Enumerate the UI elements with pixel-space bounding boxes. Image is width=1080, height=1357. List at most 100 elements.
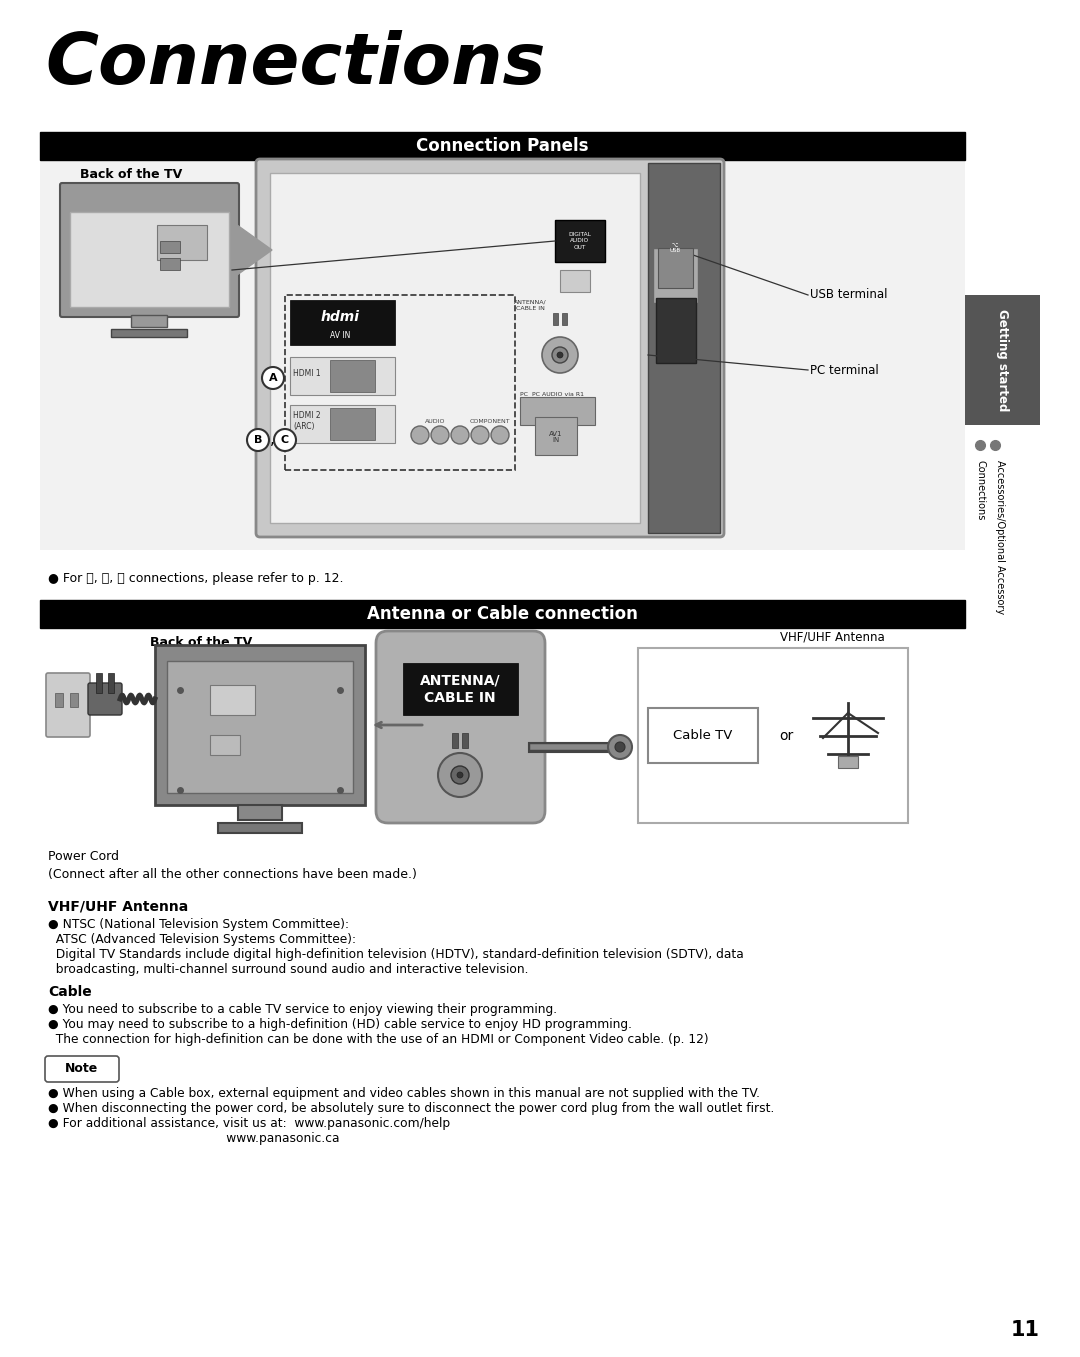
Text: ● You need to subscribe to a cable TV service to enjoy viewing their programming: ● You need to subscribe to a cable TV se… — [48, 1003, 557, 1016]
Text: 11: 11 — [1011, 1320, 1039, 1339]
Bar — [291, 300, 395, 345]
Text: ● When using a Cable box, external equipment and video cables shown in this manu: ● When using a Cable box, external equip… — [48, 1087, 760, 1101]
Text: Cable: Cable — [48, 985, 92, 999]
Bar — [838, 756, 858, 768]
Text: Cable TV: Cable TV — [673, 729, 732, 742]
Bar — [535, 417, 577, 455]
Text: Digital TV Standards include digital high-definition television (HDTV), standard: Digital TV Standards include digital hig… — [48, 949, 744, 961]
Bar — [555, 220, 605, 262]
Text: PC terminal: PC terminal — [810, 364, 879, 376]
Bar — [519, 398, 595, 425]
Bar — [210, 685, 255, 715]
Bar — [111, 328, 187, 337]
Text: Antenna or Cable connection: Antenna or Cable connection — [366, 605, 637, 623]
Bar — [291, 357, 395, 395]
Text: USB terminal: USB terminal — [810, 289, 888, 301]
Bar — [658, 248, 693, 288]
Bar — [156, 645, 365, 805]
FancyBboxPatch shape — [60, 183, 239, 318]
Bar — [160, 258, 180, 270]
Circle shape — [438, 753, 482, 797]
Bar — [40, 600, 966, 628]
Bar — [330, 360, 375, 392]
Text: Power Cord
(Connect after all the other connections have been made.): Power Cord (Connect after all the other … — [48, 849, 417, 881]
Circle shape — [471, 426, 489, 444]
Text: hdmi: hdmi — [321, 309, 360, 324]
Text: Back of the TV: Back of the TV — [150, 636, 253, 649]
Bar — [648, 163, 720, 533]
Circle shape — [451, 426, 469, 444]
Bar — [40, 132, 966, 160]
Text: ANTENNA/
CABLE IN: ANTENNA/ CABLE IN — [420, 673, 500, 704]
Bar — [285, 294, 515, 470]
Polygon shape — [237, 225, 272, 275]
Text: Note: Note — [66, 1063, 98, 1076]
Text: B: B — [254, 436, 262, 445]
FancyBboxPatch shape — [46, 673, 90, 737]
Text: ● For Ⓐ, Ⓑ, Ⓒ connections, please refer to p. 12.: ● For Ⓐ, Ⓑ, Ⓒ connections, please refer … — [48, 573, 343, 585]
Text: AUDIO: AUDIO — [424, 419, 445, 423]
Text: Accessories/Optional Accessory: Accessories/Optional Accessory — [995, 460, 1005, 615]
Text: broadcasting, multi-channel surround sound audio and interactive television.: broadcasting, multi-channel surround sou… — [48, 963, 528, 976]
Text: ANTENNA/
CABLE IN: ANTENNA/ CABLE IN — [514, 300, 546, 311]
Circle shape — [247, 429, 269, 451]
Circle shape — [542, 337, 578, 373]
Circle shape — [491, 426, 509, 444]
Circle shape — [431, 426, 449, 444]
Bar — [108, 673, 114, 693]
Text: DIGITAL
AUDIO
OUT: DIGITAL AUDIO OUT — [568, 232, 592, 250]
Text: Connection Panels: Connection Panels — [416, 137, 589, 155]
Bar — [157, 225, 207, 261]
Bar — [653, 248, 698, 303]
Circle shape — [457, 772, 463, 778]
Bar — [966, 294, 1040, 425]
Text: VHF/UHF Antenna: VHF/UHF Antenna — [48, 900, 188, 915]
Text: ⌥
USB: ⌥ USB — [670, 243, 680, 254]
Bar — [561, 270, 590, 292]
Circle shape — [608, 735, 632, 759]
Bar — [291, 404, 395, 442]
Text: Getting started: Getting started — [996, 309, 1009, 411]
Bar — [270, 172, 640, 522]
Text: ● For additional assistance, visit us at:  www.panasonic.com/help: ● For additional assistance, visit us at… — [48, 1117, 450, 1130]
Text: Connections: Connections — [45, 30, 545, 99]
Text: www.panasonic.ca: www.panasonic.ca — [48, 1132, 339, 1145]
Bar — [562, 313, 567, 324]
Bar — [656, 299, 696, 364]
Text: AV1
IN: AV1 IN — [550, 430, 563, 444]
Bar — [210, 735, 240, 754]
Text: PC  PC AUDIO via R1: PC PC AUDIO via R1 — [519, 392, 584, 398]
Text: HDMI 1: HDMI 1 — [293, 369, 321, 377]
FancyBboxPatch shape — [87, 683, 122, 715]
Circle shape — [274, 429, 296, 451]
Text: ,: , — [270, 433, 275, 448]
Circle shape — [411, 426, 429, 444]
Bar — [453, 733, 458, 748]
Bar — [462, 733, 468, 748]
Circle shape — [262, 366, 284, 389]
Text: Connections: Connections — [975, 460, 985, 520]
Bar — [167, 661, 353, 792]
Text: VHF/UHF Antenna: VHF/UHF Antenna — [780, 630, 885, 643]
Bar — [96, 673, 102, 693]
Bar — [403, 664, 518, 715]
Bar — [238, 805, 282, 820]
Circle shape — [615, 742, 625, 752]
FancyBboxPatch shape — [45, 1056, 119, 1082]
Text: AV IN: AV IN — [329, 331, 350, 339]
Circle shape — [557, 351, 563, 358]
Circle shape — [451, 765, 469, 784]
Text: DIGITAL
AUDIO OUT: DIGITAL AUDIO OUT — [163, 255, 230, 285]
Text: C: C — [281, 436, 289, 445]
Bar — [131, 315, 167, 327]
Text: ● You may need to subscribe to a high-definition (HD) cable service to enjoy HD : ● You may need to subscribe to a high-de… — [48, 1018, 632, 1031]
Bar — [70, 693, 78, 707]
Bar — [40, 160, 966, 550]
Bar — [648, 708, 758, 763]
Text: ● When disconnecting the power cord, be absolutely sure to disconnect the power : ● When disconnecting the power cord, be … — [48, 1102, 774, 1115]
Bar — [330, 408, 375, 440]
Text: ● NTSC (National Television System Committee):: ● NTSC (National Television System Commi… — [48, 917, 349, 931]
Bar — [70, 212, 229, 307]
FancyBboxPatch shape — [376, 631, 545, 822]
Bar — [160, 242, 180, 252]
